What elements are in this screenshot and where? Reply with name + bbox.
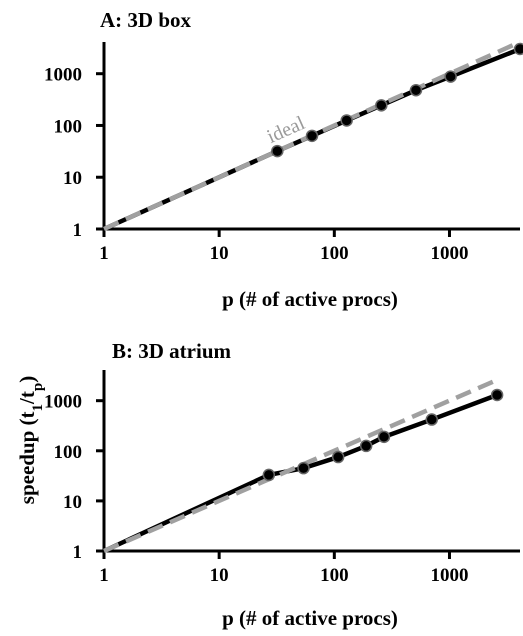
x-tick-label: 1: [99, 243, 109, 264]
x-tick-label: 10: [210, 565, 229, 586]
x-tick-label: 100: [320, 243, 349, 264]
panel-b-x-axis-title: p (# of active procs): [222, 606, 398, 630]
measured-data-point: [490, 388, 504, 402]
y-tick-label: 10: [63, 492, 82, 513]
y-axis-title-sub2: p: [30, 383, 46, 391]
measured-data-point: [297, 461, 310, 475]
measured-data-point: [271, 144, 284, 158]
panel-a-title: A: 3D box: [100, 8, 192, 32]
measured-data-point: [305, 129, 319, 143]
measured-data-point: [331, 450, 345, 464]
x-tick-label: 1: [99, 565, 109, 586]
y-tick-label: 1: [73, 220, 83, 241]
y-tick-label: 1000: [44, 65, 82, 86]
measured-data-point: [409, 83, 423, 97]
y-axis-title-sub1: 1: [30, 404, 46, 412]
x-tick-label: 1000: [430, 243, 468, 264]
measured-data-point: [444, 70, 457, 83]
y-tick-label: 10: [63, 168, 82, 189]
measured-data-point: [377, 430, 391, 444]
x-tick-label: 1000: [430, 565, 468, 586]
measured-data-point: [513, 42, 523, 56]
measured-data-point: [375, 99, 388, 112]
y-axis-title: speedup (t1/tp): [15, 376, 46, 504]
y-axis-title-end: ): [15, 376, 39, 383]
measured-data-point: [340, 114, 353, 127]
y-tick-label: 1: [73, 542, 83, 563]
y-tick-label: 100: [54, 442, 83, 463]
y-tick-label: 1000: [44, 392, 82, 413]
measured-data-point: [425, 413, 439, 426]
panel-a-x-axis-title: p (# of active procs): [222, 287, 398, 311]
measured-data-point: [262, 468, 276, 482]
y-axis-title-mid: /t: [15, 391, 39, 405]
x-tick-label: 10: [210, 243, 229, 264]
y-tick-label: 100: [54, 116, 83, 137]
panel-b-title: B: 3D atrium: [112, 339, 231, 363]
measured-data-point: [359, 439, 373, 453]
x-tick-label: 100: [320, 565, 349, 586]
y-axis-title-main: speedup (t: [15, 411, 39, 504]
panel-b-plot-area: 1 10 100 1000 1 10 100 1000: [44, 370, 520, 586]
